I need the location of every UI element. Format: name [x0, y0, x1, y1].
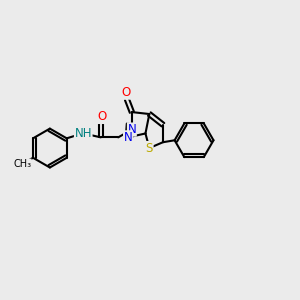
Text: S: S: [146, 142, 153, 154]
Text: N: N: [124, 131, 132, 144]
Text: N: N: [128, 123, 136, 136]
Text: CH₃: CH₃: [13, 159, 31, 169]
Text: NH: NH: [74, 127, 92, 140]
Text: O: O: [97, 110, 106, 123]
Text: O: O: [122, 86, 130, 99]
